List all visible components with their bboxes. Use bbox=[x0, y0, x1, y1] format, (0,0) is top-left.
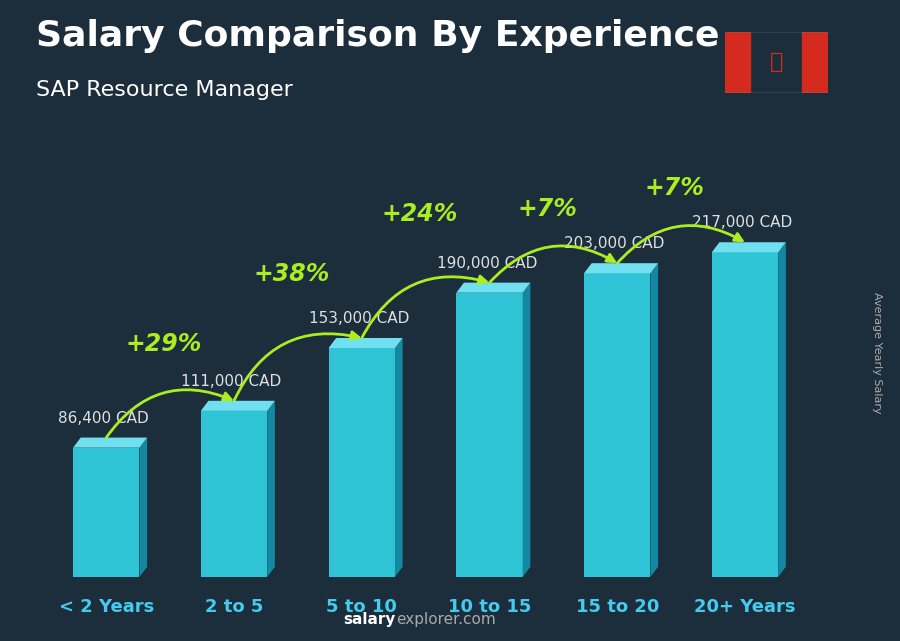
Polygon shape bbox=[328, 338, 402, 348]
Text: +24%: +24% bbox=[381, 202, 457, 226]
Text: 20+ Years: 20+ Years bbox=[694, 598, 796, 616]
Polygon shape bbox=[584, 273, 651, 577]
Bar bbox=[802, 32, 828, 93]
Text: 111,000 CAD: 111,000 CAD bbox=[181, 374, 282, 389]
Polygon shape bbox=[584, 263, 658, 273]
Polygon shape bbox=[456, 293, 523, 577]
Polygon shape bbox=[712, 253, 778, 577]
Text: explorer.com: explorer.com bbox=[396, 612, 496, 627]
Polygon shape bbox=[523, 283, 530, 577]
Text: Average Yearly Salary: Average Yearly Salary bbox=[872, 292, 883, 413]
Text: 203,000 CAD: 203,000 CAD bbox=[564, 237, 665, 251]
Text: +7%: +7% bbox=[644, 176, 705, 201]
Text: 10 to 15: 10 to 15 bbox=[448, 598, 531, 616]
Text: SAP Resource Manager: SAP Resource Manager bbox=[36, 80, 292, 100]
Polygon shape bbox=[201, 401, 274, 411]
Text: +38%: +38% bbox=[253, 262, 329, 286]
Polygon shape bbox=[73, 438, 147, 447]
Text: < 2 Years: < 2 Years bbox=[58, 598, 154, 616]
Polygon shape bbox=[73, 447, 140, 577]
Polygon shape bbox=[778, 242, 786, 577]
Polygon shape bbox=[140, 438, 147, 577]
Text: 153,000 CAD: 153,000 CAD bbox=[309, 311, 410, 326]
Polygon shape bbox=[651, 263, 658, 577]
Text: +7%: +7% bbox=[517, 197, 577, 221]
Text: 15 to 20: 15 to 20 bbox=[575, 598, 659, 616]
Text: 5 to 10: 5 to 10 bbox=[327, 598, 397, 616]
Text: Salary Comparison By Experience: Salary Comparison By Experience bbox=[36, 19, 719, 53]
Text: 190,000 CAD: 190,000 CAD bbox=[436, 256, 537, 271]
Text: 🍁: 🍁 bbox=[770, 53, 783, 72]
Text: salary: salary bbox=[344, 612, 396, 627]
Text: +29%: +29% bbox=[126, 332, 202, 356]
Text: 86,400 CAD: 86,400 CAD bbox=[58, 411, 149, 426]
Polygon shape bbox=[395, 338, 402, 577]
Polygon shape bbox=[267, 401, 274, 577]
Polygon shape bbox=[201, 411, 267, 577]
Polygon shape bbox=[328, 348, 395, 577]
Polygon shape bbox=[456, 283, 530, 293]
Polygon shape bbox=[712, 242, 786, 253]
Bar bbox=[724, 32, 751, 93]
Text: 2 to 5: 2 to 5 bbox=[205, 598, 263, 616]
Text: 217,000 CAD: 217,000 CAD bbox=[692, 215, 793, 230]
